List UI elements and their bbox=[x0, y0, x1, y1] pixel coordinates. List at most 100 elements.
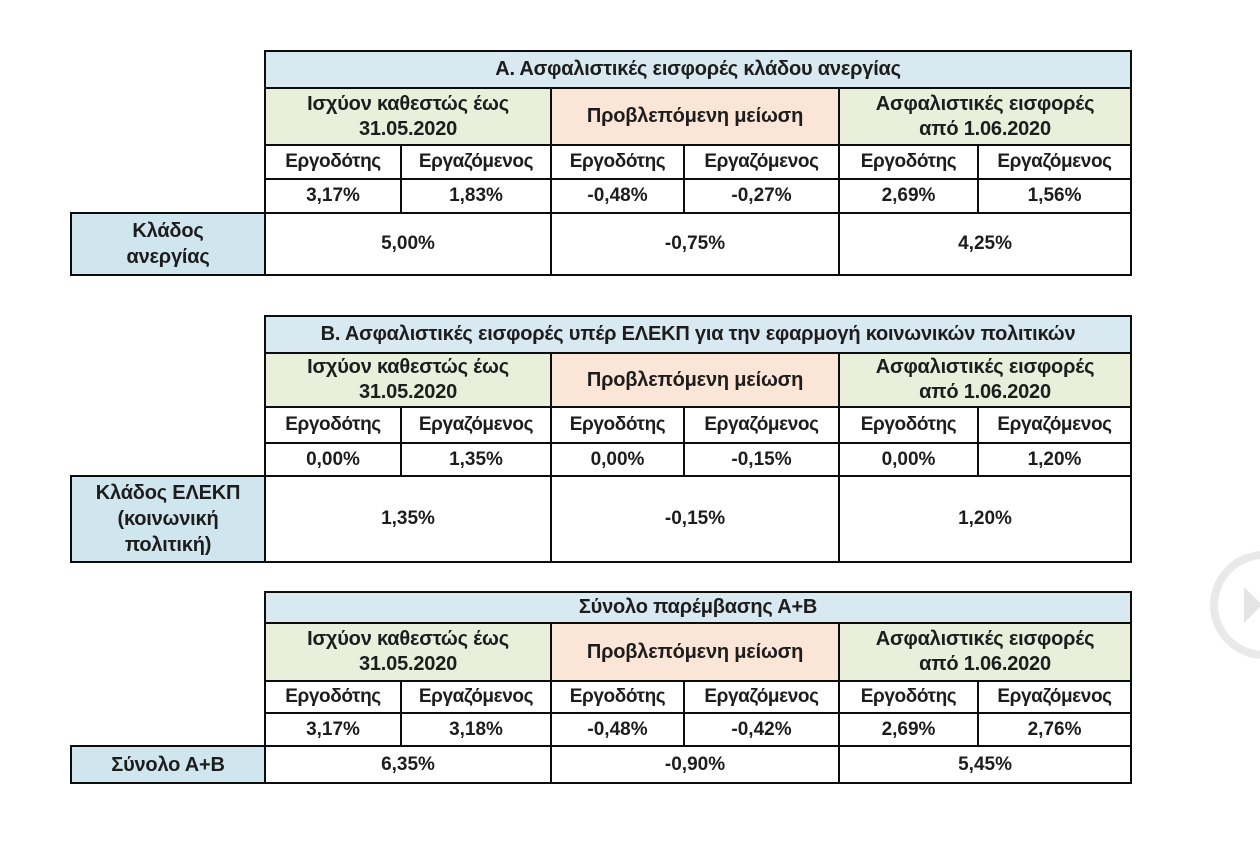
value-cell: -0,48% bbox=[550, 178, 685, 214]
value-cell: -0,42% bbox=[683, 712, 840, 747]
spacer-cell bbox=[71, 179, 265, 213]
value-cell: 3,17% bbox=[264, 712, 402, 747]
row-label-total: Σύνολο Α+Β bbox=[70, 745, 266, 784]
total-cell: -0,15% bbox=[550, 475, 840, 563]
spacer-cell bbox=[71, 713, 265, 746]
total-cell: 6,35% bbox=[264, 745, 552, 784]
table-row: Β. Ασφαλιστικές εισφορές υπέρ ΕΛΕΚΠ για … bbox=[71, 315, 1133, 354]
group-header-line: από 1.06.2020 bbox=[919, 653, 1051, 675]
spacer-cell bbox=[71, 88, 265, 145]
group-header-new-regime: Ασφαλιστικές εισφορές από 1.06.2020 bbox=[837, 622, 1133, 682]
subheader-employee: Εργαζόμενος bbox=[400, 144, 552, 180]
group-header-line: 31.05.2020 bbox=[358, 381, 458, 403]
subheader-employee: Εργαζόμενος bbox=[400, 406, 552, 444]
value-cell: 2,69% bbox=[838, 178, 979, 214]
row-label-line: Σύνολο Α+Β bbox=[111, 753, 225, 776]
row-label-line: πολιτική) bbox=[124, 534, 212, 556]
value-cell: 0,00% bbox=[550, 442, 685, 477]
group-header-reduction: Προβλεπόμενη μείωση bbox=[550, 622, 840, 682]
value-cell: 1,35% bbox=[400, 442, 552, 477]
group-header-line: 31.05.2020 bbox=[358, 653, 458, 675]
group-header-line: Ασφαλιστικές εισφορές bbox=[875, 92, 1095, 115]
group-header-line: Προβλεπόμενη μείωση bbox=[586, 368, 804, 391]
total-cell: 5,45% bbox=[837, 745, 1133, 784]
total-cell: 1,35% bbox=[264, 475, 552, 563]
group-header-new-regime: Ασφαλιστικές εισφορές από 1.06.2020 bbox=[837, 87, 1133, 146]
row-label-line: (κοινωνική bbox=[117, 508, 219, 530]
group-header-old-regime: Ισχύον καθεστώς έως 31.05.2020 bbox=[264, 352, 552, 408]
group-header-reduction: Προβλεπόμενη μείωση bbox=[550, 87, 840, 146]
total-cell: -0,90% bbox=[550, 745, 840, 784]
table-row: 3,17% 1,83% -0,48% -0,27% 2,69% 1,56% bbox=[71, 178, 1133, 214]
spacer-cell bbox=[71, 51, 265, 88]
group-header-line: Ασφαλιστικές εισφορές bbox=[875, 356, 1095, 378]
value-cell: -0,48% bbox=[550, 712, 685, 747]
subheader-employee: Εργαζόμενος bbox=[400, 680, 552, 714]
value-cell: 1,56% bbox=[976, 178, 1133, 214]
table-row: Σύνολο Α+Β 6,35% -0,90% 5,45% bbox=[70, 745, 1133, 784]
group-header-old-regime: Ισχύον καθεστώς έως 31.05.2020 bbox=[264, 622, 552, 682]
total-cell: -0,75% bbox=[550, 212, 840, 276]
value-cell: 3,18% bbox=[400, 712, 552, 747]
spacer-cell bbox=[71, 407, 265, 443]
table-row: Ισχύον καθεστώς έως 31.05.2020 Προβλεπόμ… bbox=[71, 352, 1133, 408]
value-cell: 0,00% bbox=[264, 442, 402, 477]
total-cell: 1,20% bbox=[837, 475, 1133, 563]
table-row: 3,17% 3,18% -0,48% -0,42% 2,69% 2,76% bbox=[71, 712, 1133, 747]
group-header-line: Ισχύον καθεστώς έως bbox=[307, 92, 509, 115]
table-row: Α. Ασφαλιστικές εισφορές κλάδου ανεργίας bbox=[71, 50, 1133, 89]
group-header-new-regime: Ασφαλιστικές εισφορές από 1.06.2020 bbox=[837, 352, 1133, 408]
table-elekp-contributions: Β. Ασφαλιστικές εισφορές υπέρ ΕΛΕΚΠ για … bbox=[70, 315, 1133, 563]
group-header-line: Ισχύον καθεστώς έως bbox=[307, 628, 509, 650]
value-cell: -0,27% bbox=[683, 178, 840, 214]
row-label-unemployment: Κλάδος ανεργίας bbox=[70, 212, 266, 276]
spacer-cell bbox=[71, 145, 265, 179]
subheader-employer: Εργοδότης bbox=[838, 144, 979, 180]
group-header-line: Προβλεπόμενη μείωση bbox=[586, 105, 804, 127]
value-cell: 1,20% bbox=[976, 442, 1133, 477]
value-cell: 2,69% bbox=[838, 712, 979, 747]
subheader-employer: Εργοδότης bbox=[550, 144, 685, 180]
spacer-cell bbox=[71, 443, 265, 476]
play-arrow-icon bbox=[1244, 587, 1260, 623]
subheader-employee: Εργαζόμενος bbox=[976, 680, 1133, 714]
value-cell: 0,00% bbox=[838, 442, 979, 477]
table-a-title: Α. Ασφαλιστικές εισφορές κλάδου ανεργίας bbox=[263, 50, 1133, 89]
table-unemployment-contributions: Α. Ασφαλιστικές εισφορές κλάδου ανεργίας… bbox=[70, 50, 1133, 276]
subheader-employer: Εργοδότης bbox=[550, 680, 685, 714]
subheader-employer: Εργοδότης bbox=[838, 406, 979, 444]
row-label-elekp: Κλάδος ΕΛΕΚΠ (κοινωνική πολιτική) bbox=[70, 475, 266, 563]
table-c-title: Σύνολο παρέμβασης Α+Β bbox=[263, 591, 1133, 624]
table-b-title: Β. Ασφαλιστικές εισφορές υπέρ ΕΛΕΚΠ για … bbox=[263, 315, 1133, 354]
value-cell: 3,17% bbox=[264, 178, 402, 214]
value-cell: -0,15% bbox=[683, 442, 840, 477]
group-header-line: Ασφαλιστικές εισφορές bbox=[875, 628, 1095, 650]
group-header-line: Ισχύον καθεστώς έως bbox=[307, 356, 509, 378]
spacer-cell bbox=[71, 316, 265, 353]
spacer-cell bbox=[71, 353, 265, 407]
group-header-line: από 1.06.2020 bbox=[919, 381, 1051, 403]
table-row: Σύνολο παρέμβασης Α+Β bbox=[71, 591, 1133, 624]
carousel-next-button[interactable] bbox=[1210, 551, 1260, 659]
row-label-line: Κλάδος bbox=[132, 220, 204, 242]
table-row: Εργοδότης Εργαζόμενος Εργοδότης Εργαζόμε… bbox=[71, 406, 1133, 444]
subheader-employee: Εργαζόμενος bbox=[976, 144, 1133, 180]
subheader-employee: Εργαζόμενος bbox=[976, 406, 1133, 444]
total-cell: 5,00% bbox=[264, 212, 552, 276]
subheader-employee: Εργαζόμενος bbox=[683, 680, 840, 714]
table-row: Ισχύον καθεστώς έως 31.05.2020 Προβλεπόμ… bbox=[71, 87, 1133, 146]
table-row: 0,00% 1,35% 0,00% -0,15% 0,00% 1,20% bbox=[71, 442, 1133, 477]
table-row: Εργοδότης Εργαζόμενος Εργοδότης Εργαζόμε… bbox=[71, 144, 1133, 180]
subheader-employer: Εργοδότης bbox=[264, 406, 402, 444]
subheader-employer: Εργοδότης bbox=[264, 680, 402, 714]
group-header-line: 31.05.2020 bbox=[358, 117, 458, 140]
subheader-employee: Εργαζόμενος bbox=[683, 144, 840, 180]
group-header-old-regime: Ισχύον καθεστώς έως 31.05.2020 bbox=[264, 87, 552, 146]
spacer-cell bbox=[71, 623, 265, 681]
group-header-reduction: Προβλεπόμενη μείωση bbox=[550, 352, 840, 408]
subheader-employer: Εργοδότης bbox=[264, 144, 402, 180]
value-cell: 2,76% bbox=[976, 712, 1133, 747]
table-total-a-plus-b: Σύνολο παρέμβασης Α+Β Ισχύον καθεστώς έω… bbox=[70, 591, 1133, 784]
table-row: Ισχύον καθεστώς έως 31.05.2020 Προβλεπόμ… bbox=[71, 622, 1133, 682]
